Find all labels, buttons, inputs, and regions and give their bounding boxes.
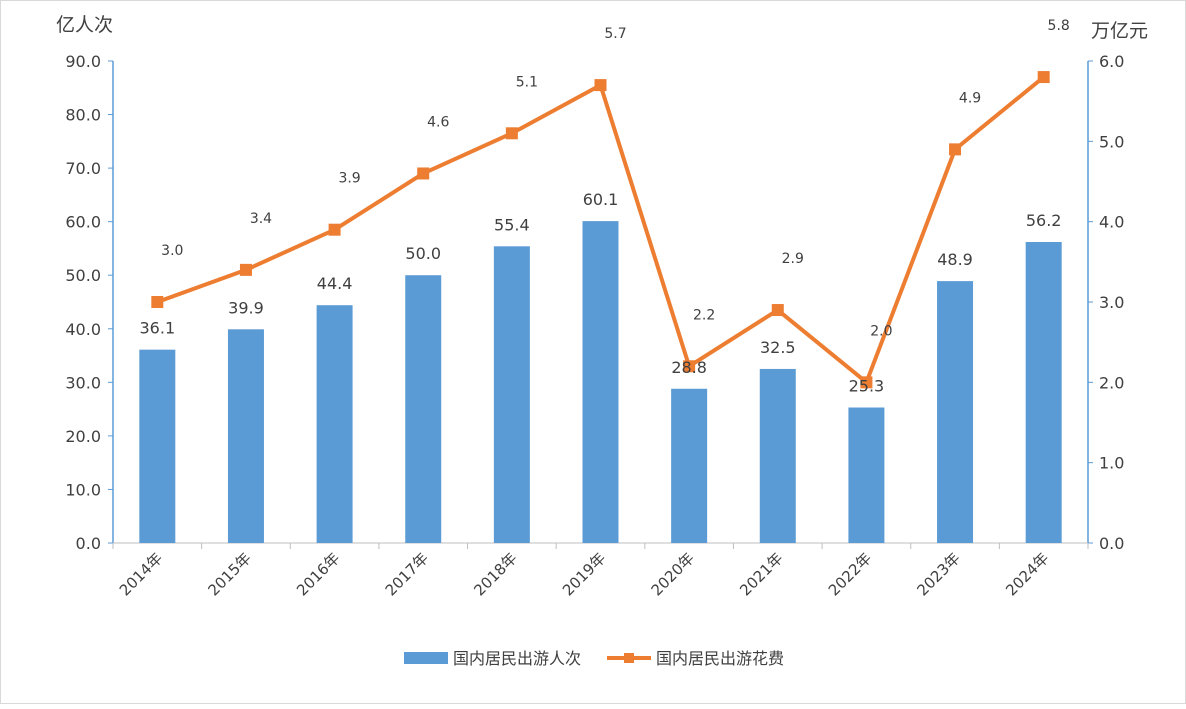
- bar: [937, 281, 974, 543]
- bar-value-label: 56.2: [1026, 211, 1062, 230]
- x-tick-label: 2020年: [648, 549, 698, 599]
- y-right-tick-label: 5.0: [1099, 132, 1124, 151]
- y-right-tick-label: 6.0: [1099, 52, 1124, 71]
- x-tick-label: 2021年: [736, 549, 786, 599]
- line-marker: [505, 127, 518, 140]
- legend-label-bar: 国内居民出游人次: [453, 649, 581, 668]
- line-value-label: 3.4: [250, 211, 272, 227]
- y-left-tick-label: 40.0: [65, 320, 101, 339]
- line-marker: [151, 296, 164, 308]
- bar: [139, 349, 176, 543]
- y-left-tick-label: 10.0: [65, 480, 101, 499]
- bar-value-label: 50.0: [405, 244, 441, 263]
- y-left-tick-label: 50.0: [65, 266, 101, 285]
- line-marker: [417, 167, 430, 180]
- bar-value-label: 44.4: [317, 274, 353, 293]
- bar-value-label: 55.4: [494, 215, 530, 234]
- line-marker: [1037, 71, 1050, 84]
- y-left-tick-label: 0.0: [76, 534, 101, 553]
- legend-label-line: 国内居民出游花费: [656, 649, 784, 668]
- bar-value-label: 32.5: [760, 338, 796, 357]
- line-value-label: 2.2: [693, 307, 715, 323]
- bar: [759, 368, 796, 543]
- bar-value-label: 60.1: [583, 190, 619, 209]
- x-tick-label: 2023年: [914, 549, 964, 599]
- y-left-tick-label: 60.0: [65, 213, 101, 232]
- y-right-tick-label: 0.0: [1099, 534, 1124, 553]
- bar: [848, 407, 885, 543]
- line-value-label: 4.9: [959, 90, 981, 106]
- bar: [316, 305, 353, 543]
- x-tick-label: 2016年: [293, 549, 343, 599]
- legend-marker-line: [624, 653, 634, 663]
- x-tick-label: 2015年: [204, 549, 254, 599]
- bar: [1025, 242, 1062, 544]
- line-value-label: 3.0: [161, 243, 183, 259]
- line-marker: [771, 304, 784, 317]
- y-right-tick-label: 2.0: [1099, 373, 1124, 392]
- line-value-label: 4.6: [427, 114, 449, 130]
- y-left-tick-label: 70.0: [65, 159, 101, 178]
- y-right-tick-label: 1.0: [1099, 454, 1124, 473]
- y-left-tick-label: 20.0: [65, 427, 101, 446]
- x-tick-label: 2018年: [470, 549, 520, 599]
- y-left-unit: 亿人次: [56, 14, 113, 36]
- line-value-label: 2.9: [782, 251, 804, 267]
- bar: [405, 275, 442, 543]
- y-right-tick-label: 4.0: [1099, 213, 1124, 232]
- line-marker: [860, 376, 873, 389]
- bar: [227, 329, 264, 543]
- line-value-label: 5.8: [1048, 18, 1070, 34]
- line-value-label: 2.0: [870, 323, 892, 339]
- y-left-tick-label: 80.0: [65, 106, 101, 125]
- bar: [671, 388, 708, 543]
- bar-value-label: 39.9: [228, 298, 264, 317]
- y-left-tick-label: 90.0: [65, 52, 101, 71]
- bar: [582, 221, 619, 543]
- y-right-tick-label: 3.0: [1099, 293, 1124, 312]
- x-tick-label: 2024年: [1002, 549, 1052, 599]
- line-value-label: 3.9: [338, 171, 360, 187]
- line-value-label: 5.7: [604, 26, 626, 42]
- line-marker: [239, 263, 252, 276]
- bar-value-label: 28.8: [671, 358, 707, 377]
- y-left-tick-label: 30.0: [65, 373, 101, 392]
- bar-value-label: 25.3: [849, 377, 885, 396]
- line-value-label: 5.1: [516, 74, 538, 90]
- line-marker: [949, 143, 962, 156]
- x-tick-label: 2022年: [825, 549, 875, 599]
- bar: [493, 246, 530, 543]
- x-tick-label: 2017年: [382, 549, 432, 599]
- legend-swatch-bar: [404, 652, 448, 664]
- line-marker: [683, 360, 696, 373]
- x-tick-label: 2019年: [559, 549, 609, 599]
- bar-value-label: 48.9: [937, 250, 973, 269]
- x-tick-label: 2014年: [116, 549, 166, 599]
- line-marker: [594, 79, 607, 92]
- legend: 国内居民出游人次 国内居民出游花费: [404, 649, 784, 668]
- bar-value-label: 36.1: [140, 319, 176, 338]
- y-right-unit: 万亿元: [1091, 20, 1148, 42]
- line-marker: [328, 223, 341, 236]
